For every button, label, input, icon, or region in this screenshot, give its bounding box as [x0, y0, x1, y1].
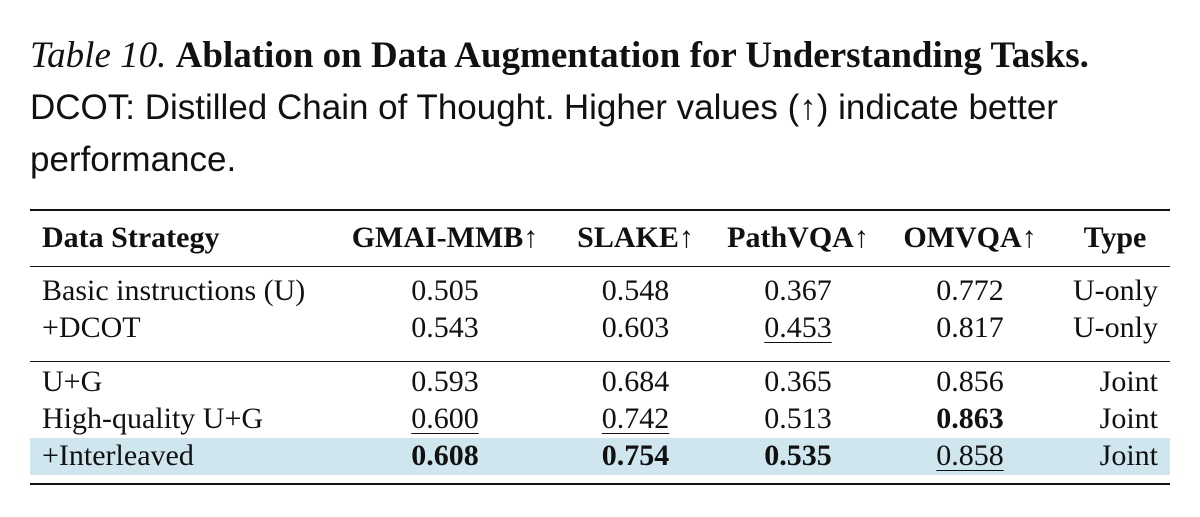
header-omvqa: OMVQA↑ [903, 221, 1037, 254]
row-2-omvqa: 0.817 [936, 311, 1004, 344]
row-1-strategy: Basic instructions (U) [42, 274, 306, 307]
caption-title: Ablation on Data Augmentation for Unders… [175, 35, 1089, 76]
row-1-pathvqa: 0.367 [764, 274, 832, 307]
row-2-gmai-mmb: 0.543 [411, 311, 479, 344]
table-top-rule [30, 209, 1170, 211]
row-2-slake: 0.603 [601, 311, 670, 344]
header-pathvqa: PathVQA↑ [727, 221, 869, 254]
row-3-strategy: U+G [42, 365, 103, 398]
row-5-pathvqa: 0.535 [764, 439, 832, 472]
row-4-gmai-mmb: 0.600 [411, 402, 479, 435]
row-3-pathvqa: 0.365 [764, 365, 832, 398]
row-2-pathvqa: 0.453 [764, 311, 832, 344]
row-5-strategy: +Interleaved [42, 439, 194, 472]
caption-description-2: Higher values (↑) indicate better perfor… [30, 88, 1058, 179]
row-4-omvqa: 0.863 [936, 402, 1004, 435]
table-bottom-rule [30, 483, 1170, 485]
table-caption: Table 10. Ablation on Data Augmentation … [30, 30, 1180, 186]
header-type: Type [1083, 221, 1147, 254]
row-3-omvqa: 0.856 [936, 365, 1004, 398]
highlighted-row-background [30, 438, 1170, 475]
row-1-type: U-only [1073, 274, 1158, 307]
row-1-omvqa: 0.772 [936, 274, 1004, 307]
row-4-pathvqa: 0.513 [764, 402, 832, 435]
row-3-gmai-mmb: 0.593 [411, 365, 479, 398]
row-1-gmai-mmb: 0.505 [411, 274, 479, 307]
row-2-strategy: +DCOT [42, 311, 141, 344]
row-4-strategy: High-quality U+G [42, 402, 264, 435]
row-3-slake: 0.684 [601, 365, 670, 398]
caption-description-1: DCOT: Distilled Chain of Thought. [30, 88, 555, 127]
group-separator-rule [30, 361, 1170, 362]
row-5-omvqa: 0.858 [936, 439, 1004, 472]
row-5-gmai-mmb: 0.608 [411, 439, 479, 472]
header-data-strategy: Data Strategy [42, 221, 220, 254]
header-slake: SLAKE↑ [577, 221, 694, 254]
row-2-type: U-only [1073, 311, 1158, 344]
caption-label: Table 10. [30, 35, 167, 76]
row-5-type: Joint [1099, 439, 1158, 472]
row-4-slake: 0.742 [601, 402, 670, 435]
header-gmai-mmb: GMAI-MMB↑ [351, 221, 539, 254]
row-1-slake: 0.548 [601, 274, 670, 307]
row-3-type: Joint [1099, 365, 1158, 398]
header-rule [30, 266, 1170, 267]
row-4-type: Joint [1099, 402, 1158, 435]
row-5-slake: 0.754 [601, 439, 670, 472]
